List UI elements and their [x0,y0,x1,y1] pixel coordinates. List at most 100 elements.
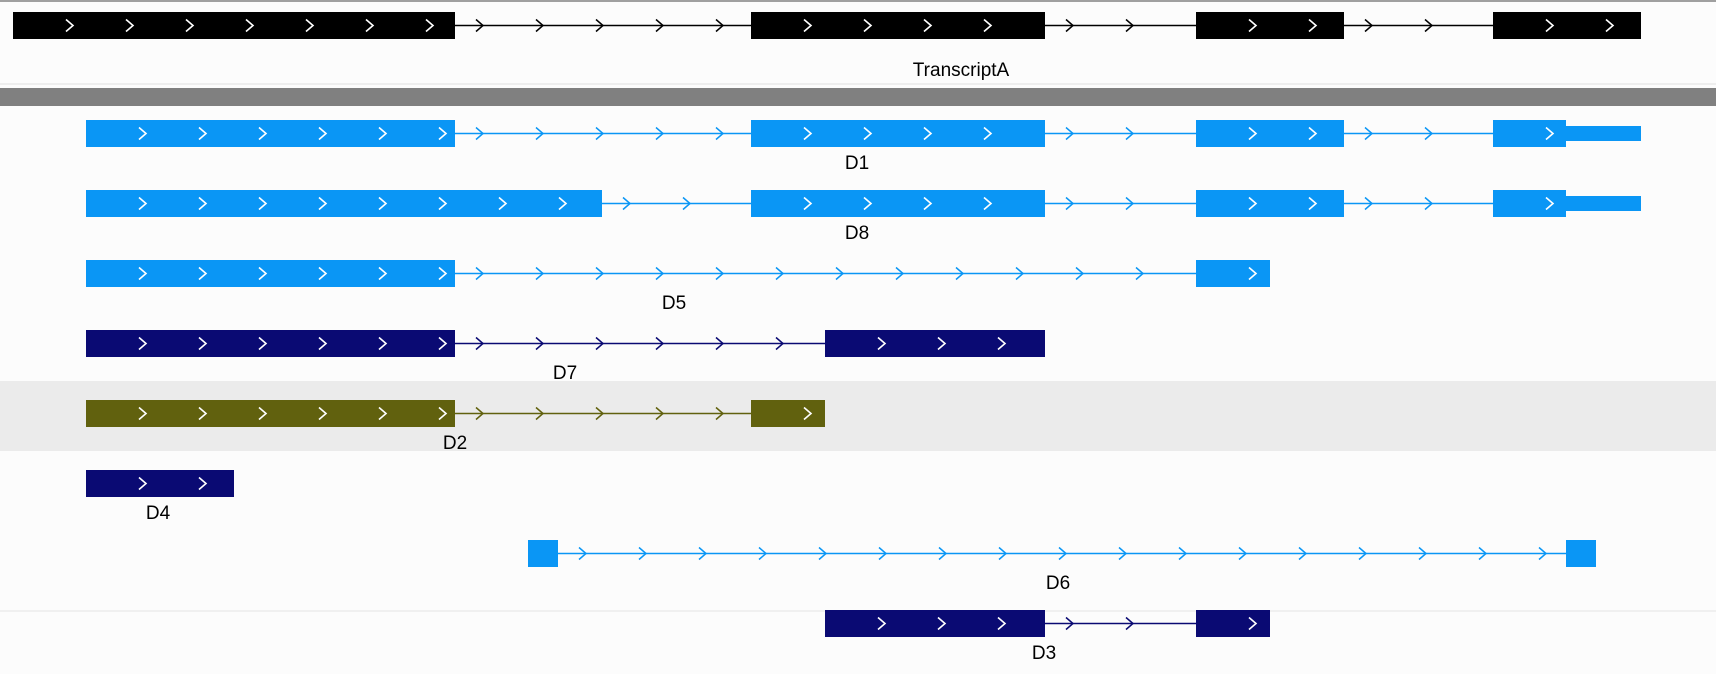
strand-chevron [535,336,545,351]
exon-block[interactable] [825,330,1045,357]
strand-chevron [655,266,665,281]
transcript-d8-label: D8 [845,223,869,244]
strand-chevron [1238,546,1248,561]
transcript-d5-label: D5 [662,293,686,314]
transcript-d4[interactable]: D4 [86,470,234,524]
strand-chevron [438,266,448,281]
strand-chevron [923,126,933,141]
exon-block[interactable] [1493,190,1566,217]
strand-chevron [138,336,148,351]
transcript-d6[interactable]: D6 [528,540,1596,594]
transcript-d5[interactable]: D5 [86,260,1270,314]
exon-block[interactable] [86,190,602,217]
strand-chevron [1178,546,1188,561]
strand-chevron [1364,18,1374,33]
strand-chevron [1125,18,1135,33]
transcript-d2-label: D2 [443,433,467,454]
strand-chevron [475,406,485,421]
strand-chevron [863,18,873,33]
strand-chevron [475,126,485,141]
strand-chevron [803,196,813,211]
exon-block[interactable] [1566,540,1596,567]
exon-block[interactable] [528,540,558,567]
transcript-d6-label: D6 [1046,573,1070,594]
reference-transcript-label: TranscriptA [913,60,1010,81]
exon-block[interactable] [1196,190,1344,217]
exon-block[interactable] [1196,610,1270,637]
transcript-d1-label: D1 [845,153,869,174]
strand-chevron [438,196,448,211]
strand-chevron [1065,18,1075,33]
strand-chevron [1118,546,1128,561]
transcript-d1[interactable]: D1 [86,120,1641,174]
transcript-d3-label: D3 [1032,643,1056,664]
utr-block[interactable] [1566,196,1641,211]
exon-block[interactable] [1493,12,1641,39]
exon-block[interactable] [751,400,825,427]
exon-block[interactable] [86,260,455,287]
strand-chevron [1364,196,1374,211]
strand-chevron [1308,18,1318,33]
strand-chevron [715,266,725,281]
exon-block[interactable] [1196,12,1344,39]
exon-block[interactable] [86,330,455,357]
exon-block[interactable] [86,120,455,147]
strand-chevron [198,406,208,421]
transcript-d2[interactable]: D2 [86,400,825,454]
strand-chevron [558,196,568,211]
reference-transcript[interactable]: TranscriptA [13,12,1641,81]
strand-chevron [1545,196,1555,211]
strand-chevron [877,336,887,351]
exon-block[interactable] [86,470,234,497]
exon-block[interactable] [1493,120,1566,147]
strand-chevron [818,546,828,561]
strand-chevron [1538,546,1548,561]
strand-chevron [1125,616,1135,631]
transcript-d8[interactable]: D8 [86,190,1641,244]
strand-chevron [1125,196,1135,211]
strand-chevron [425,18,435,33]
strand-chevron [895,266,905,281]
utr-block[interactable] [1566,126,1641,141]
strand-chevron [198,196,208,211]
strand-chevron [1308,126,1318,141]
strand-chevron [622,196,632,211]
strand-chevron [878,546,888,561]
strand-chevron [595,336,605,351]
strand-chevron [775,336,785,351]
exon-block[interactable] [1196,260,1270,287]
exon-block[interactable] [86,400,455,427]
strand-chevron [185,18,195,33]
strand-chevron [938,546,948,561]
transcript-d7[interactable]: D7 [86,330,1045,384]
strand-chevron [438,406,448,421]
strand-chevron [305,18,315,33]
strand-chevron [365,18,375,33]
strand-chevron [475,266,485,281]
strand-chevron [758,546,768,561]
strand-chevron [1065,196,1075,211]
strand-chevron [655,406,665,421]
exon-block[interactable] [825,610,1045,637]
strand-chevron [863,126,873,141]
strand-chevron [318,406,328,421]
strand-chevron [245,18,255,33]
exon-block[interactable] [1196,120,1344,147]
exon-block[interactable] [751,190,1045,217]
strand-chevron [1058,546,1068,561]
transcript-d3[interactable]: D3 [825,610,1270,664]
strand-chevron [1065,126,1075,141]
exon-block[interactable] [751,12,1045,39]
strand-chevron [1478,546,1488,561]
strand-chevron [1605,18,1615,33]
strand-chevron [138,476,148,491]
strand-chevron [715,336,725,351]
strand-chevron [997,616,1007,631]
exon-block[interactable] [13,12,455,39]
strand-chevron [535,266,545,281]
strand-chevron [258,126,268,141]
strand-chevron [1418,546,1428,561]
strand-chevron [1545,126,1555,141]
exon-block[interactable] [751,120,1045,147]
